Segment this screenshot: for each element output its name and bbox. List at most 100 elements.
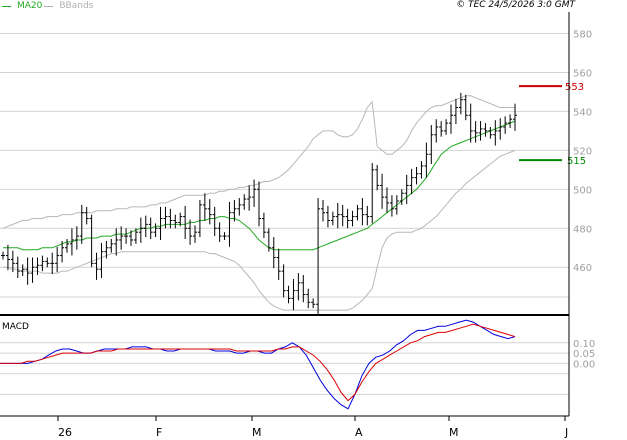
macd-line — [0, 319, 516, 410]
legend-ma20-label: MA20 — [17, 1, 43, 11]
ohlc-bar — [444, 119, 449, 135]
ohlc-bar — [89, 214, 94, 268]
ohlc-bar — [20, 264, 25, 277]
ohlc-bar — [483, 123, 488, 137]
ohlc-bar — [40, 255, 45, 272]
ohlc-bar — [1, 251, 5, 260]
ohlc-bar — [340, 204, 345, 227]
ohlc-bar — [355, 204, 360, 221]
ohlc-bar — [168, 208, 173, 229]
ohlc-bar — [419, 161, 424, 179]
ohlc-bar — [271, 237, 276, 269]
ohlc-bar — [296, 273, 301, 301]
ohlc-bar — [325, 205, 330, 228]
ohlc-bar — [365, 205, 370, 226]
ohlc-bar — [498, 118, 503, 140]
bbands-swatch — [44, 5, 54, 7]
ohlc-bar — [25, 257, 30, 285]
ohlc-bar — [237, 198, 242, 216]
macd-signal-line — [0, 323, 516, 402]
ohlc-bar — [473, 121, 478, 143]
ohlc-bar — [360, 198, 365, 226]
ohlc-bar — [55, 246, 60, 273]
ohlc-bar — [10, 250, 15, 273]
ohlc-bar — [65, 239, 69, 253]
ohlc-bar — [148, 217, 153, 239]
ohlc-bar — [330, 211, 335, 226]
ohlc-bar — [133, 228, 138, 244]
ohlc-bar — [508, 114, 513, 128]
ohlc-bar — [158, 206, 163, 240]
ohlc-bar — [124, 228, 129, 244]
ohlc-bar — [399, 189, 404, 205]
ma20-swatch — [2, 5, 11, 7]
ohlc-bar — [50, 252, 55, 275]
ohlc-bar — [202, 193, 207, 221]
ohlc-bar — [45, 257, 50, 268]
price-y-tick-label: 580 — [573, 29, 592, 40]
ohlc-bar — [424, 142, 429, 178]
ohlc-bar — [345, 208, 350, 229]
ohlc-bar — [316, 198, 321, 315]
ohlc-bar — [276, 248, 281, 280]
ohlc-bar — [458, 92, 463, 115]
ohlc-bar — [503, 116, 508, 134]
ohlc-bar — [99, 242, 104, 278]
ohlc-bar — [212, 206, 217, 237]
ohlc-bar — [143, 215, 148, 238]
ohlc-bar — [478, 121, 483, 141]
legend: MA20 BBands — [0, 0, 93, 12]
ohlc-bar — [261, 212, 266, 239]
ohlc-bar — [291, 278, 296, 311]
ohlc-bar — [163, 206, 168, 229]
ohlc-bar — [247, 185, 252, 211]
ohlc-bar — [74, 226, 79, 250]
ohlc-bar — [197, 200, 202, 238]
price-y-tick-label: 560 — [573, 68, 592, 79]
macd-panel-title: MACD — [2, 322, 29, 332]
ohlc-bar — [394, 195, 399, 215]
ohlc-bar — [104, 240, 109, 259]
support-level-label: 515 — [567, 156, 586, 167]
resistance-level-label: 553 — [565, 82, 584, 93]
ohlc-bar — [370, 163, 375, 224]
price-y-tick-label: 460 — [573, 263, 592, 274]
ohlc-bar — [188, 219, 193, 245]
macd-y-tick-label: 0.05 — [573, 349, 595, 360]
ohlc-bar — [119, 226, 124, 250]
ohlc-bar — [79, 204, 84, 244]
ohlc-bar — [266, 228, 271, 252]
ohlc-bar — [434, 119, 439, 143]
ohlc-bar — [94, 252, 99, 280]
ohlc-bar — [375, 164, 380, 191]
ohlc-bar — [232, 200, 237, 222]
ohlc-bar — [385, 187, 389, 213]
ohlc-bar — [129, 230, 133, 246]
ohlc-bar — [153, 223, 158, 238]
ohlc-bar — [173, 214, 178, 229]
ohlc-bar — [5, 244, 10, 271]
ohlc-bar — [109, 239, 114, 253]
ohlc-bar — [84, 206, 89, 225]
ohlc-bar — [286, 285, 291, 304]
price-y-tick-label: 520 — [573, 146, 592, 157]
ohlc-bar — [301, 275, 306, 303]
ohlc-bar — [429, 125, 434, 164]
ohlc-bar — [463, 94, 468, 121]
ma20-line — [3, 120, 516, 251]
ohlc-bar — [404, 174, 409, 204]
ohlc-bar — [217, 222, 222, 242]
price-y-tick-label: 480 — [573, 224, 592, 235]
ohlc-bar — [306, 288, 311, 309]
ohlc-bar — [242, 194, 247, 210]
ohlc-bar — [207, 199, 212, 225]
ohlc-bar — [138, 217, 143, 243]
macd-y-tick-label: 0.10 — [573, 339, 595, 350]
x-tick-label: 26 — [58, 426, 72, 439]
ohlc-bar — [257, 181, 261, 227]
ohlc-bar — [439, 121, 444, 137]
ohlc-bar — [311, 298, 316, 309]
ohlc-bar — [222, 232, 227, 240]
ohlc-bar — [252, 179, 257, 207]
ohlc-bar — [488, 126, 493, 139]
